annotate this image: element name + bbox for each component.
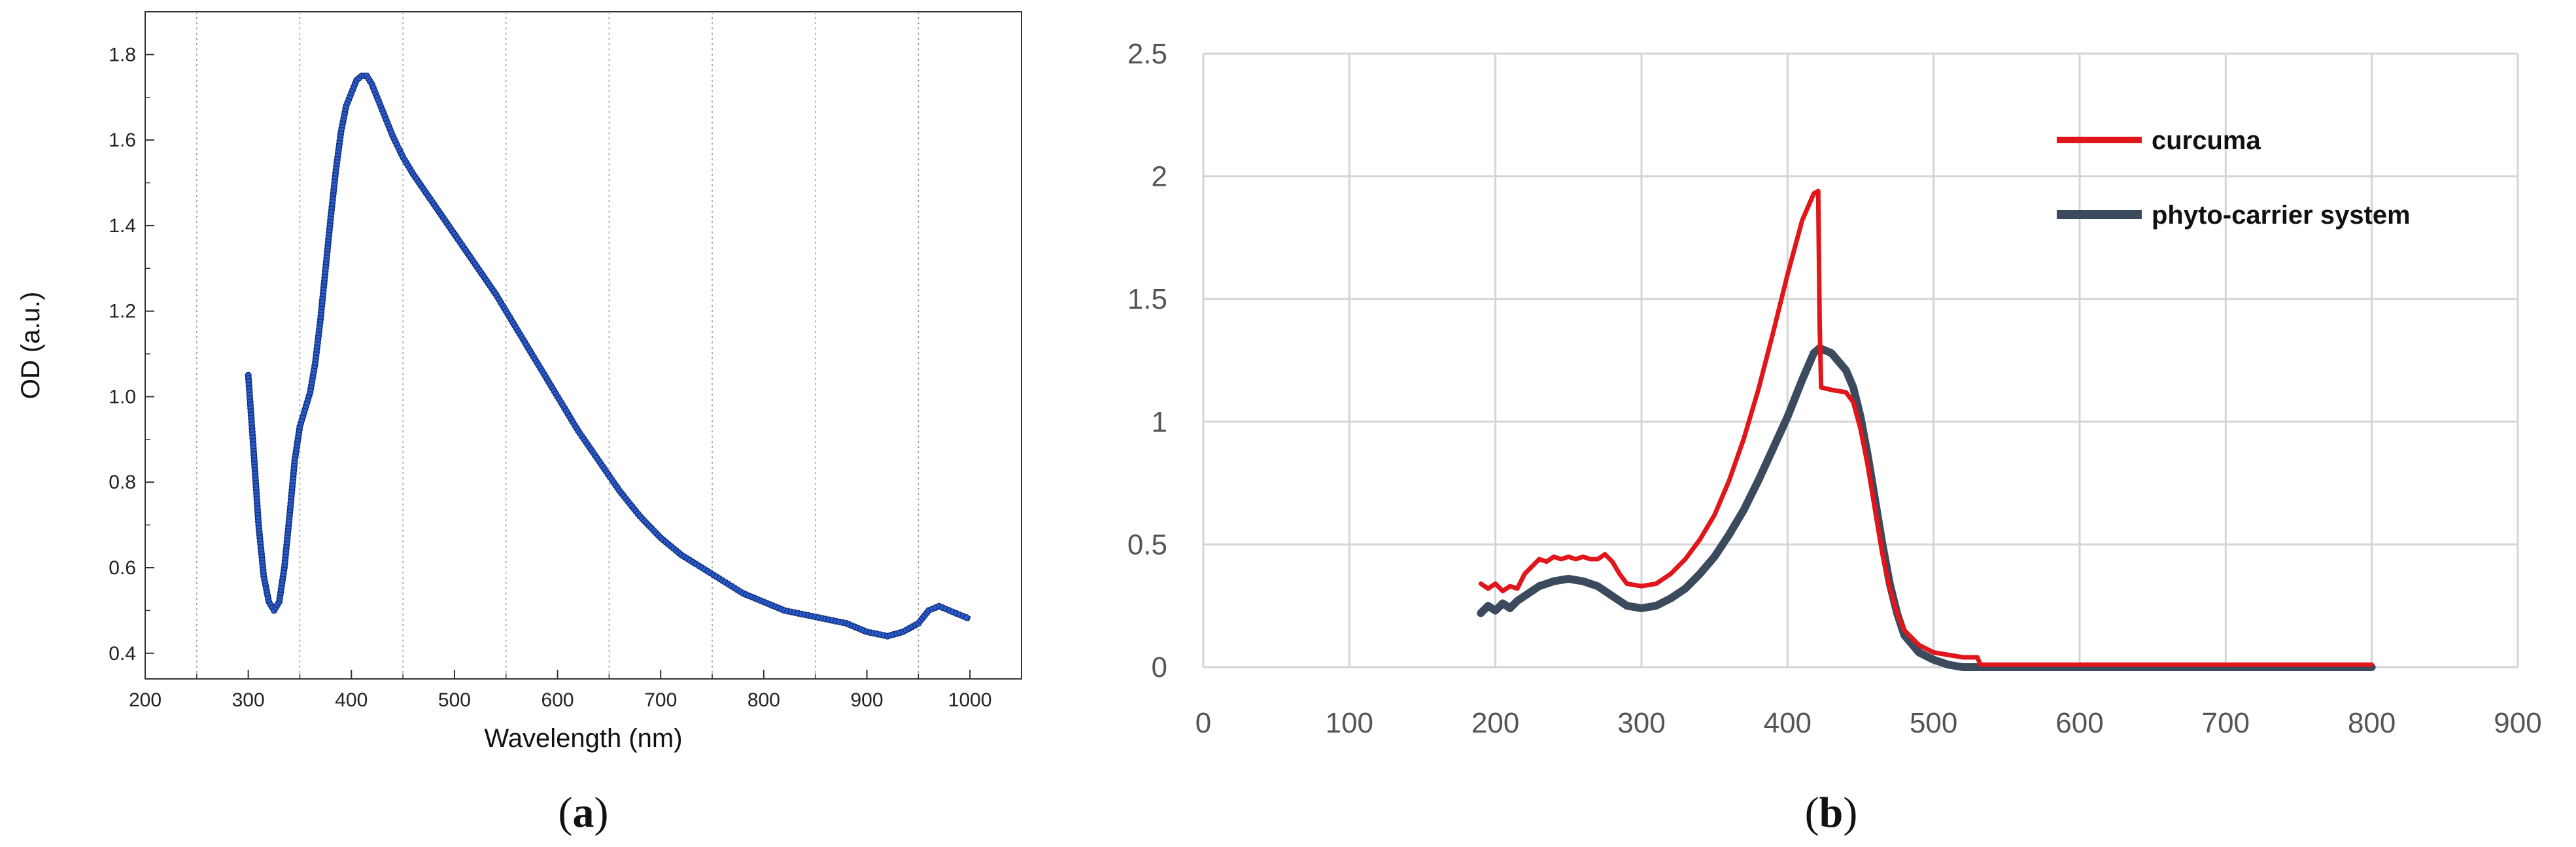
panel-b-x-tick-label: 400 <box>1764 707 1812 739</box>
panel-b-series-curcuma <box>1478 188 2375 667</box>
panel-a-y-ticks: 0.4 0.6 0.8 1.0 1.2 1.4 1.6 1.8 <box>109 11 154 665</box>
panel-a-x-tick-label: 400 <box>335 689 368 711</box>
panel-a-x-tick-label: 300 <box>232 689 265 711</box>
panel-a-caption: (a) <box>558 789 609 837</box>
panel-b-chart: 0 100 200 300 400 500 600 700 800 900 0 0.5 1 1.5 2 2.… <box>1127 38 2542 837</box>
panel-b-x-tick-label: 700 <box>2202 707 2250 739</box>
panel-a-y-tick-label: 1.4 <box>109 215 136 237</box>
panel-b-x-tick-label: 900 <box>2494 707 2541 739</box>
panel-a-x-tick-label: 1000 <box>948 689 992 711</box>
panel-a-y-tick-label: 0.4 <box>109 643 136 665</box>
panel-b-x-tick-label: 100 <box>1326 707 1373 739</box>
panel-a-plot-frame <box>145 11 1022 680</box>
panel-b-y-tick-label: 2.5 <box>1127 38 1167 70</box>
panel-b-x-tick-label: 300 <box>1617 707 1665 739</box>
panel-a-chart: 200 300 400 500 600 700 800 900 1000 0.4 0.6 0.8 1.… <box>16 11 1022 837</box>
panel-a-y-tick-label: 0.8 <box>109 472 136 493</box>
panel-a-gridlines <box>196 12 919 679</box>
panel-a-y-axis-title: OD (a.u.) <box>16 292 45 399</box>
panel-b-y-tick-label: 1.5 <box>1127 283 1167 315</box>
panel-b-x-tick-label: 600 <box>2055 707 2103 739</box>
panel-b-x-tick-label: 800 <box>2348 707 2396 739</box>
panel-a-x-axis-title: Wavelength (nm) <box>484 724 682 753</box>
panel-a-x-tick-label: 200 <box>129 689 162 711</box>
panel-a-y-tick-label: 0.6 <box>109 557 136 579</box>
panel-a-x-tick-label: 900 <box>850 689 883 711</box>
panel-b-y-tick-label: 0.5 <box>1127 528 1167 561</box>
panel-a-x-tick-label: 600 <box>541 689 574 711</box>
panel-b-y-tick-label: 1 <box>1152 406 1167 438</box>
panel-a-x-tick-label: 800 <box>747 689 780 711</box>
panel-a-y-tick-label: 1.6 <box>109 130 136 151</box>
legend-label-phyto-carrier-system: phyto-carrier system <box>2152 201 2411 230</box>
panel-b-legend: curcuma phyto-carrier system <box>2057 126 2411 230</box>
panel-a-y-tick-label: 1.0 <box>109 386 136 407</box>
panel-b-x-ticks: 0 100 200 300 400 500 600 700 800 900 <box>1195 707 2542 739</box>
panel-a-x-tick-label: 500 <box>438 689 471 711</box>
panel-a-y-tick-label: 1.8 <box>109 44 136 65</box>
panel-b-gridlines <box>1202 52 2519 668</box>
panel-b-caption: (b) <box>1805 789 1858 837</box>
panel-b-x-tick-label: 0 <box>1195 707 1211 739</box>
panel-a-y-tick-label: 1.2 <box>109 301 136 322</box>
panel-b-y-tick-label: 2 <box>1152 161 1167 193</box>
panel-b-series-phyto-carrier-system <box>1477 344 2376 671</box>
panel-b-x-tick-label: 500 <box>1910 707 1957 739</box>
panel-a-x-tick-label: 700 <box>644 689 677 711</box>
panel-a-series-markers <box>245 72 970 640</box>
panel-a-x-ticks: 200 300 400 500 600 700 800 900 1000 <box>129 670 1022 711</box>
panel-b-y-ticks: 0 0.5 1 1.5 2 2.5 <box>1127 38 1167 683</box>
legend-label-curcuma: curcuma <box>2152 126 2261 155</box>
panel-a-data-point <box>963 614 970 621</box>
panel-a-series <box>245 72 971 640</box>
panel-b-series <box>1477 188 2376 671</box>
panel-b-x-tick-label: 200 <box>1471 707 1519 739</box>
panel-b-y-tick-label: 0 <box>1152 651 1167 683</box>
